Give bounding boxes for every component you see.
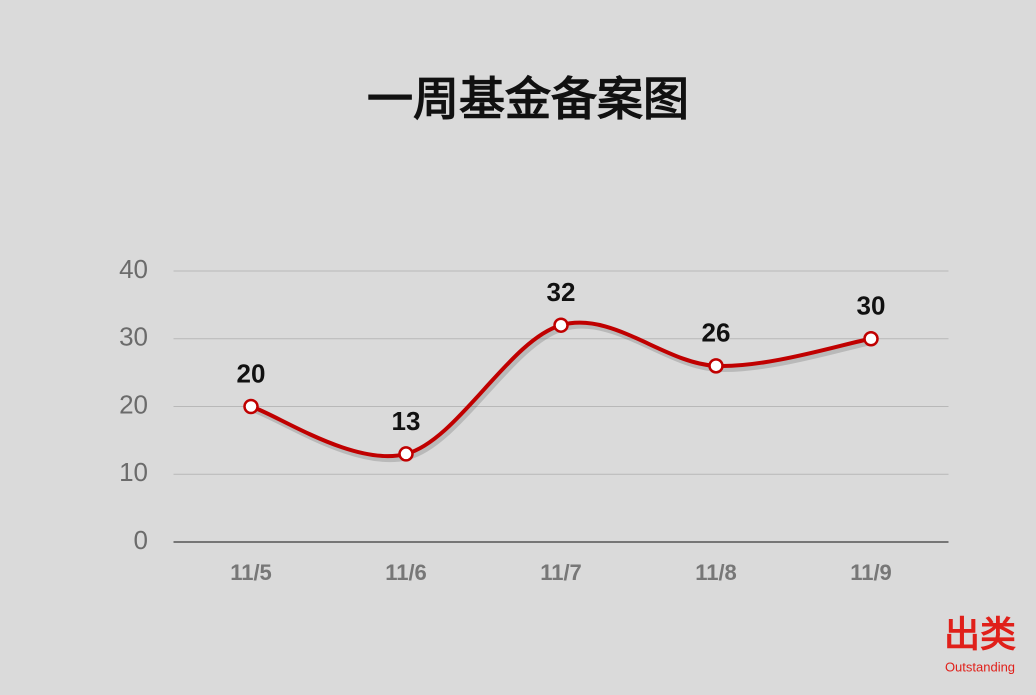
y-tick-label: 30: [119, 322, 148, 352]
data-label: 32: [547, 277, 576, 307]
data-label: 26: [702, 318, 731, 348]
y-tick-label: 10: [119, 457, 148, 487]
watermark-logo: 出类: [944, 614, 1016, 655]
marker: [708, 358, 724, 374]
x-tick-label: 11/8: [695, 560, 737, 585]
data-label: 30: [857, 291, 886, 321]
chart-title: 一周基金备案图: [367, 73, 689, 125]
watermark-text: Outstanding: [945, 659, 1015, 674]
x-tick-label: 11/9: [850, 560, 892, 585]
data-label: 20: [237, 358, 266, 388]
x-tick-label: 11/5: [230, 560, 272, 585]
marker: [553, 317, 569, 333]
y-tick-label: 40: [119, 254, 148, 284]
marker: [398, 446, 414, 462]
marker: [243, 398, 259, 415]
y-tick-label: 20: [119, 389, 148, 419]
y-tick-label: 0: [134, 525, 148, 555]
x-tick-label: 11/6: [385, 560, 427, 585]
x-tick-label: 11/7: [540, 560, 582, 585]
data-label: 13: [392, 406, 421, 436]
marker: [863, 331, 879, 347]
